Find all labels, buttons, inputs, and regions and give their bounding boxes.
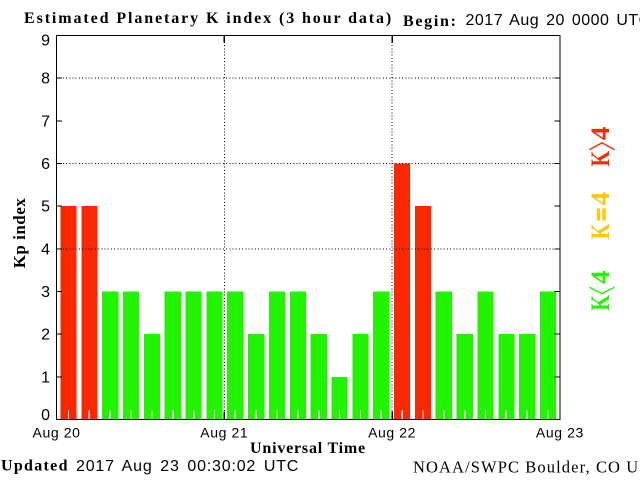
svg-text:5: 5 <box>41 199 50 216</box>
svg-text:Universal Time: Universal Time <box>250 440 366 457</box>
svg-text:K: K <box>587 151 616 167</box>
svg-text:4: 4 <box>586 192 615 205</box>
svg-text:Kp index: Kp index <box>10 198 29 269</box>
svg-text:Estimated Planetary K index (3: Estimated Planetary K index (3 hour data… <box>24 10 393 27</box>
svg-text:1: 1 <box>41 369 50 386</box>
svg-text:2017 Aug 20 0000 UTC: 2017 Aug 20 0000 UTC <box>466 12 640 29</box>
svg-text:7: 7 <box>41 113 50 130</box>
svg-text:4: 4 <box>41 241 50 258</box>
svg-text:Aug 23: Aug 23 <box>536 425 584 441</box>
svg-text:Aug 22: Aug 22 <box>368 425 416 441</box>
svg-text:0: 0 <box>41 407 50 424</box>
svg-text:Begin:: Begin: <box>403 13 458 30</box>
svg-text:2: 2 <box>41 327 50 344</box>
svg-text:2017 Aug 23 00:30:02 UTC: 2017 Aug 23 00:30:02 UTC <box>76 458 299 475</box>
svg-text:Aug 21: Aug 21 <box>200 425 248 441</box>
svg-text:9: 9 <box>41 33 50 50</box>
svg-text:8: 8 <box>41 71 50 88</box>
svg-text:K: K <box>587 224 616 240</box>
svg-text:4: 4 <box>586 127 615 140</box>
svg-text:K: K <box>587 295 616 311</box>
svg-text:3: 3 <box>41 284 50 301</box>
svg-text:Aug 20: Aug 20 <box>33 425 81 441</box>
svg-text:NOAA/SWPC Boulder, CO USA: NOAA/SWPC Boulder, CO USA <box>413 458 640 477</box>
svg-text:4: 4 <box>586 270 615 283</box>
svg-text:6: 6 <box>41 156 50 173</box>
svg-text:Updated: Updated <box>1 458 69 475</box>
